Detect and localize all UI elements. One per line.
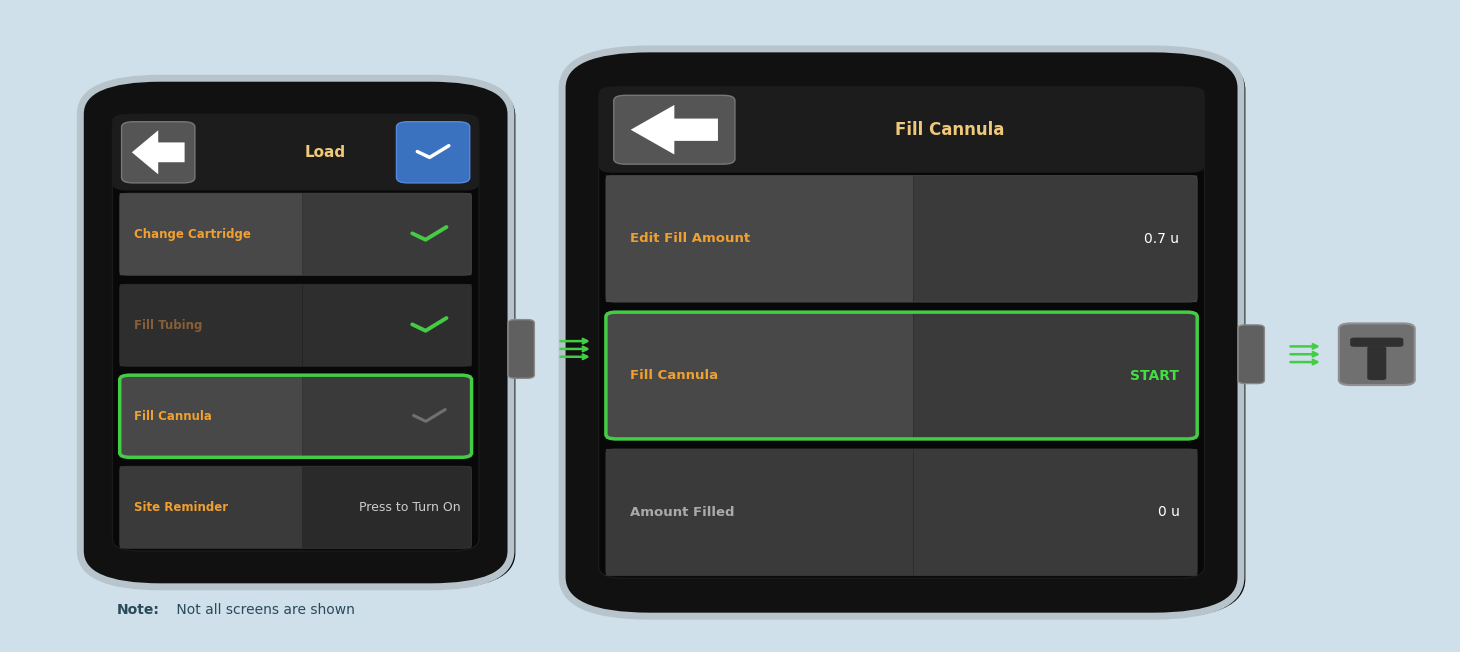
FancyBboxPatch shape [914,449,1197,576]
FancyBboxPatch shape [302,284,472,366]
FancyBboxPatch shape [120,375,302,457]
Text: Site Reminder: Site Reminder [134,501,228,514]
Text: Load: Load [304,145,346,160]
Text: Edit Fill Amount: Edit Fill Amount [629,232,749,245]
Text: Fill Tubing: Fill Tubing [134,319,201,332]
Text: Change Cartridge: Change Cartridge [134,228,251,241]
Text: START: START [1130,368,1180,383]
FancyBboxPatch shape [302,466,472,548]
Text: 0 u: 0 u [1158,505,1180,520]
FancyBboxPatch shape [1339,323,1415,385]
FancyBboxPatch shape [606,449,914,576]
FancyBboxPatch shape [397,122,470,183]
FancyBboxPatch shape [606,175,914,302]
FancyBboxPatch shape [1350,338,1403,347]
FancyBboxPatch shape [120,193,302,275]
FancyBboxPatch shape [914,175,1197,302]
FancyBboxPatch shape [914,312,1197,439]
FancyBboxPatch shape [120,284,302,366]
Text: Fill Cannula: Fill Cannula [895,121,1004,139]
FancyBboxPatch shape [566,51,1245,618]
FancyBboxPatch shape [599,87,1204,578]
FancyBboxPatch shape [120,466,302,548]
FancyBboxPatch shape [112,114,479,190]
Text: Press to Turn On: Press to Turn On [359,501,461,514]
Text: Not all screens are shown: Not all screens are shown [172,602,355,617]
Text: 0.7 u: 0.7 u [1145,231,1180,246]
FancyBboxPatch shape [85,80,515,589]
Text: Amount Filled: Amount Filled [629,506,734,519]
FancyBboxPatch shape [599,87,1204,173]
Text: Note:: Note: [117,602,159,617]
FancyBboxPatch shape [562,49,1241,616]
FancyBboxPatch shape [1238,325,1264,383]
Text: Fill Cannula: Fill Cannula [629,369,718,382]
FancyBboxPatch shape [613,95,734,164]
Polygon shape [631,105,718,155]
FancyBboxPatch shape [302,375,472,457]
Text: Fill Cannula: Fill Cannula [134,409,212,422]
FancyBboxPatch shape [112,114,479,551]
FancyBboxPatch shape [302,193,472,275]
Polygon shape [131,130,184,174]
FancyBboxPatch shape [80,78,511,587]
FancyBboxPatch shape [508,319,534,378]
FancyBboxPatch shape [1368,346,1387,380]
FancyBboxPatch shape [121,122,194,183]
FancyBboxPatch shape [606,312,914,439]
